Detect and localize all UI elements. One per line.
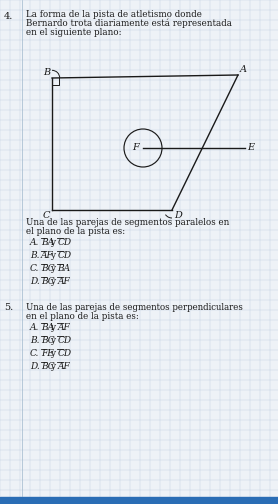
Text: CD: CD [57,349,71,358]
Text: 5.: 5. [4,303,13,312]
Text: A: A [240,65,247,74]
Text: B: B [43,68,50,77]
Text: A.: A. [30,238,39,247]
Text: BC: BC [41,277,54,286]
Text: CD: CD [57,336,71,345]
Text: y: y [51,251,56,260]
Text: D: D [174,211,182,220]
Text: AF: AF [57,323,70,332]
Text: C.: C. [30,264,39,273]
Text: D.: D. [30,277,40,286]
Text: E: E [247,144,254,153]
Text: BC: BC [41,336,54,345]
Text: C: C [43,211,50,220]
Text: D.: D. [30,362,40,371]
Text: BC: BC [41,264,54,273]
Text: y: y [51,277,56,286]
Text: A.: A. [30,323,39,332]
Text: AF: AF [57,362,70,371]
Text: en el siguiente plano:: en el siguiente plano: [26,28,122,37]
Text: Bernardo trota diariamente está representada: Bernardo trota diariamente está represen… [26,19,232,29]
Text: F: F [132,143,139,152]
Text: AF: AF [41,251,54,260]
Text: BA: BA [57,264,70,273]
Text: BA: BA [41,238,54,247]
Text: CD: CD [57,251,71,260]
Text: Una de las parejas de segmentos paralelos en: Una de las parejas de segmentos paralelo… [26,218,229,227]
Text: 4.: 4. [4,12,13,21]
Text: y: y [51,349,56,358]
Text: CD: CD [57,238,71,247]
Text: FE: FE [41,349,54,358]
Text: BA: BA [41,323,54,332]
Text: BC: BC [41,362,54,371]
Text: en el plano de la pista es:: en el plano de la pista es: [26,312,139,321]
Text: B.: B. [30,336,39,345]
Text: y: y [51,323,56,332]
Text: La forma de la pista de atletismo donde: La forma de la pista de atletismo donde [26,10,202,19]
Text: C.: C. [30,349,39,358]
Text: y: y [51,362,56,371]
Text: Una de las parejas de segmentos perpendiculares: Una de las parejas de segmentos perpendi… [26,303,243,312]
Text: AF: AF [57,277,70,286]
Text: el plano de la pista es:: el plano de la pista es: [26,227,125,236]
Text: y: y [51,238,56,247]
Text: y: y [51,264,56,273]
Text: y: y [51,336,56,345]
Text: B.: B. [30,251,39,260]
